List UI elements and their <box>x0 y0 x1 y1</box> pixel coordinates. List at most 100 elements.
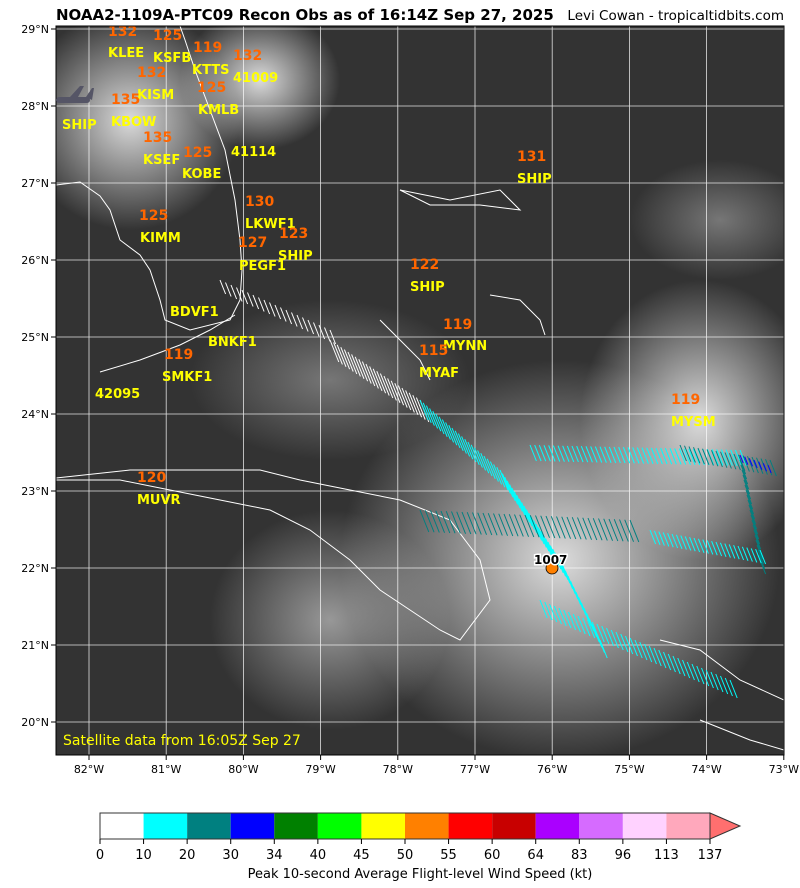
wind-barb <box>480 453 490 474</box>
wind-barb <box>440 510 451 534</box>
wind-barb <box>748 458 753 467</box>
wind-barb <box>473 447 483 468</box>
wind-barb <box>662 532 670 547</box>
satellite-note: Satellite data from 16:05Z Sep 27 <box>63 733 301 749</box>
wind-barb <box>682 659 691 679</box>
wind-barb <box>701 667 710 687</box>
wind-barb <box>461 511 472 535</box>
wind-barb <box>529 444 537 462</box>
colorbar-tick-label: 96 <box>614 848 632 863</box>
wind-barb <box>767 464 772 474</box>
peak-wind-value: 135 <box>111 92 140 108</box>
wind-barb <box>702 539 709 554</box>
peak-wind-value: 120 <box>137 470 166 486</box>
wind-barb <box>644 643 653 663</box>
wind-barb <box>733 545 740 560</box>
wind-barb <box>361 361 372 384</box>
wind-barb <box>639 641 648 661</box>
lat-tick-label: 28°N <box>21 100 49 113</box>
wind-barb <box>615 631 624 651</box>
wind-barb <box>734 449 743 467</box>
wind-barb <box>509 484 519 505</box>
wind-barb <box>742 474 750 490</box>
colorbar-tick-label: 30 <box>222 848 239 863</box>
wind-barb <box>599 639 608 659</box>
wind-barb <box>587 517 598 541</box>
wind-barb <box>547 541 557 563</box>
wind-barb <box>280 307 287 322</box>
wind-barb <box>603 518 614 541</box>
wind-barb <box>486 458 496 479</box>
station-label: KMLB <box>198 103 239 118</box>
colorbar-swatch <box>535 813 580 839</box>
peak-wind-value: 132 <box>233 48 262 64</box>
wind-barb <box>324 327 331 342</box>
wind-barb <box>680 535 687 550</box>
wind-barb <box>658 649 667 669</box>
wind-barb <box>729 453 737 470</box>
wind-barb <box>650 447 659 465</box>
lat-tick-label: 20°N <box>21 716 49 729</box>
wind-barb <box>613 519 624 542</box>
peak-wind-value: 119 <box>164 347 193 363</box>
wind-barb <box>741 546 749 561</box>
colorbar-tick-label: 34 <box>266 848 283 863</box>
wind-barb <box>549 545 559 566</box>
wind-barb <box>542 534 552 555</box>
wind-barb <box>454 430 464 451</box>
wind-barb <box>693 537 701 553</box>
station-label: LKWF1 <box>245 217 296 232</box>
wind-barb <box>318 324 326 340</box>
wind-barb <box>758 461 763 470</box>
wind-barb <box>496 467 506 488</box>
wind-barb <box>758 554 766 570</box>
wind-barb <box>636 447 645 464</box>
wind-barb <box>606 627 615 647</box>
wind-barb <box>620 633 629 653</box>
peak-wind-value: 135 <box>143 130 172 146</box>
wind-barb <box>556 516 566 539</box>
wind-barb <box>720 449 729 466</box>
wind-barb <box>655 447 663 465</box>
wind-barb <box>729 679 738 699</box>
colorbar-tick-label: 10 <box>135 848 152 863</box>
wind-barb <box>629 637 638 657</box>
wind-barb <box>730 449 738 466</box>
coastlines <box>56 26 784 751</box>
colorbar-tick-label: 45 <box>353 848 370 863</box>
wind-barb <box>663 651 672 671</box>
wind-barb <box>252 294 260 310</box>
lat-tick-label: 27°N <box>21 177 49 190</box>
wind-barb <box>664 448 673 465</box>
wind-barb <box>554 552 564 573</box>
lon-tick-label: 76°W <box>537 763 567 776</box>
wind-barb <box>543 445 551 462</box>
wind-barb <box>296 314 304 330</box>
wind-barb <box>748 504 756 520</box>
colorbar-swatch <box>492 813 536 839</box>
wind-barb <box>627 447 635 464</box>
wind-barb <box>733 453 741 471</box>
wind-barb <box>523 505 533 527</box>
lon-tick-label: 81°W <box>151 763 181 776</box>
wind-barb <box>412 395 423 418</box>
wind-barb <box>456 511 467 534</box>
colorbar-tick-label: 50 <box>396 848 414 863</box>
peak-wind-value: 119 <box>443 317 472 333</box>
wind-barb <box>225 282 232 297</box>
wind-barb <box>424 510 435 533</box>
lon-tick-label: 74°W <box>691 763 721 776</box>
wind-barb <box>739 459 747 475</box>
wind-barb <box>582 517 593 540</box>
wind-barb <box>518 498 528 519</box>
wind-barb <box>629 519 640 543</box>
wind-barb <box>241 289 249 305</box>
wind-barb <box>596 623 605 643</box>
wind-barb <box>688 448 696 465</box>
wind-barb <box>383 375 394 399</box>
wind-barb <box>291 312 298 327</box>
wind-barb <box>499 469 509 491</box>
wind-barb <box>648 645 657 665</box>
wind-barb <box>561 516 572 539</box>
